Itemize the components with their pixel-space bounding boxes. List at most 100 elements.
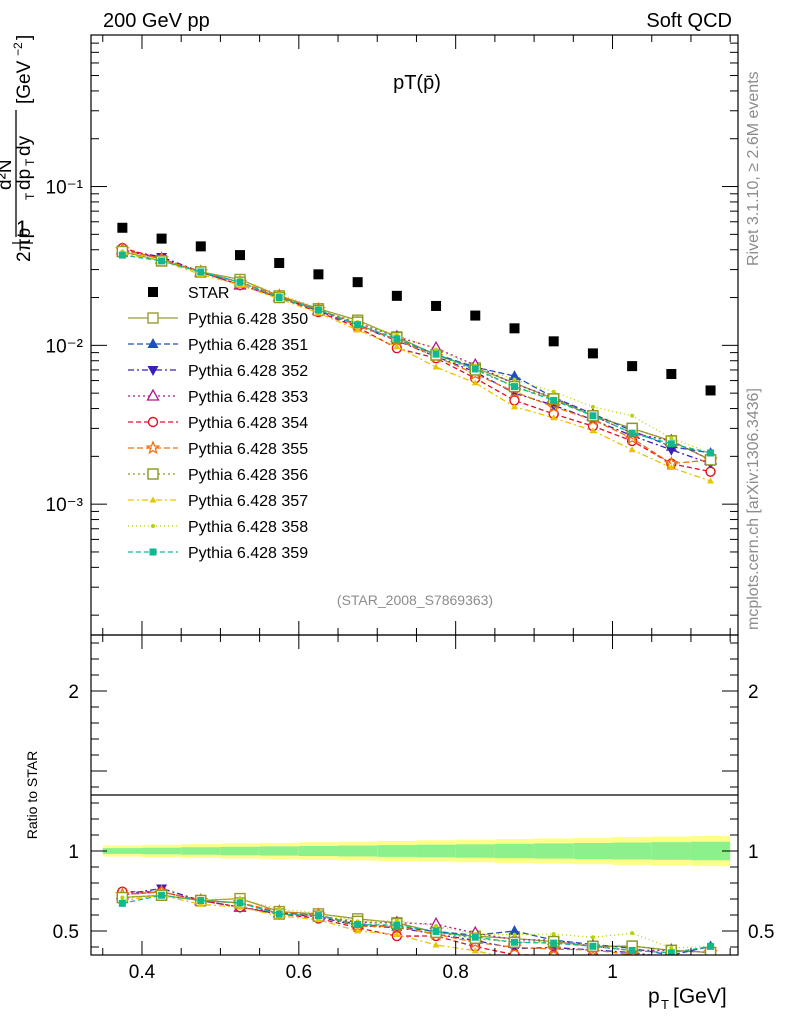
band-inner [338,845,378,857]
legend-label: Pythia 6.428 351 [188,337,308,354]
band-inner [690,841,731,861]
star-data-point [705,385,716,396]
star-data-point [235,250,246,261]
svg-text:dp: dp [14,169,35,190]
band-inner [298,845,339,857]
x-tick-label: 0.6 [286,962,312,983]
svg-text:d²N: d²N [0,159,16,190]
series-point [667,464,675,471]
series-point [354,326,362,333]
ratio-tick-label-left: 0.5 [53,922,79,943]
ratio-error-bands [102,835,731,867]
series-point [510,383,518,391]
ratio-point [669,945,674,950]
y-tick-label: 10⁻² [46,336,84,357]
ratio-point [667,963,676,972]
ratio-point [471,933,479,941]
series-line [122,252,711,482]
series-point [589,412,597,420]
chart-title: pT(p̄) [393,72,441,94]
legend-label: Pythia 6.428 358 [188,519,308,536]
band-inner [259,846,299,856]
series-point [508,370,520,381]
legend-marker [148,287,158,297]
ratio-point [277,907,282,912]
ratio-point [394,918,399,923]
ratio-point [508,925,520,935]
series-point [667,440,675,448]
series-point [550,414,558,421]
star-data-point [548,336,559,347]
series-point [275,294,283,302]
legend-marker [147,338,159,348]
ratio-point [666,961,677,972]
band-inner [141,847,182,855]
x-tick-label: 1 [607,962,618,983]
series-point [705,466,716,477]
ratio-point [628,946,636,954]
series-point [628,446,636,453]
svg-text:[GeV: [GeV [14,60,35,104]
ratio-point [629,960,636,966]
ratio-point [236,899,244,907]
ratio-point [668,966,675,972]
star-data-point [627,361,638,372]
series-point [434,347,439,352]
ratio-point [510,938,518,946]
band-inner [573,843,613,859]
ratio-point [432,941,440,948]
band-inner [534,843,574,859]
ratio-point [707,964,714,970]
star-data-point [587,348,598,359]
star-data-point [666,369,677,380]
star-data-point [313,269,324,280]
ratio-point [314,912,322,920]
legend-label: STAR [188,285,229,302]
series-point [510,403,518,410]
header-left-label: 200 GeV pp [103,10,210,32]
ratio-point [511,956,518,962]
band-inner [651,842,691,860]
ratio-point [197,897,205,905]
ratio-tick-label-left: 2 [68,682,79,703]
band-inner [220,846,260,856]
svg-text:2πp: 2πp [14,228,35,262]
series-line [122,249,711,461]
ratio-point [432,927,440,935]
star-data-point [156,233,167,244]
ratio-series-8 [118,891,714,972]
series-point [471,365,479,373]
series-point [590,404,595,409]
legend-marker [149,548,157,556]
band-inner [455,844,495,858]
ratio-y-axis-label: Ratio to STAR [24,751,40,839]
ratio-point [354,927,362,934]
ratio-point [236,903,244,910]
legend-marker [146,388,160,401]
ratio-point [667,949,675,955]
series-point [118,251,126,259]
series-1 [116,245,717,466]
ratio-tick-label-right: 2 [748,682,759,703]
legend-label: Pythia 6.428 352 [188,363,308,380]
series-point [197,268,205,276]
ratio-tick-label-right: 1 [748,842,759,863]
y-tick-label: 10⁻¹ [46,178,84,199]
series-point [432,350,440,358]
series-point [393,343,401,350]
legend-label: Pythia 6.428 359 [188,545,308,562]
legend: STAR Pythia 6.428 350 Pythia 6.428 351 Pyth… [128,285,308,562]
ratio-point [120,895,125,900]
x-axis-label: p T [GeV] [648,985,727,1012]
series-point [550,396,558,404]
ratio-point [590,935,595,940]
legend-label: Pythia 6.428 354 [188,415,308,432]
band-inner [494,843,535,859]
svg-text:−2: −2 [11,42,25,56]
legend-label: Pythia 6.428 357 [188,493,308,510]
series-7 [116,245,717,466]
svg-text:1: 1 [16,216,28,241]
ratio-point [393,921,401,929]
ratio-point [589,942,597,950]
